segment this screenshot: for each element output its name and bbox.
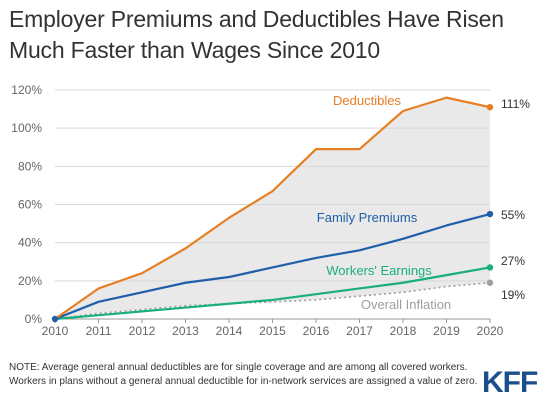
workers-earnings-label: Workers' Earnings	[326, 263, 432, 278]
footnote: NOTE: Average general annual deductibles…	[9, 362, 478, 387]
line-chart: 0% 20% 40% 60% 80% 100% 120% 2010 2011 2012 2013 20…	[11, 83, 530, 338]
x-tick-label: 2011	[86, 324, 112, 338]
deductibles-line	[54, 96, 491, 320]
workers-earnings-end-point	[486, 264, 494, 271]
y-tick-label: 20%	[18, 274, 42, 288]
workers-earnings-line	[54, 266, 491, 321]
y-tick-label: 60%	[18, 198, 42, 212]
x-tick-label: 2016	[303, 324, 330, 338]
y-tick-label: 40%	[18, 236, 42, 250]
family-premiums-label: Family Premiums	[317, 210, 418, 225]
y-tick-label: 120%	[11, 83, 42, 97]
y-tick-label: 0%	[25, 312, 43, 326]
deductibles-end-point	[486, 103, 494, 111]
deductibles-label: Deductibles	[333, 93, 401, 108]
overall-inflation-end-point	[486, 279, 494, 286]
x-tick-label: 2013	[172, 324, 199, 338]
y-tick-label: 100%	[11, 121, 42, 135]
start-point	[51, 315, 59, 323]
x-tick-label: 2019	[433, 324, 460, 338]
chart-title: Employer Premiums and Deductibles Have R…	[9, 6, 504, 63]
x-tick-label: 2010	[42, 324, 69, 338]
x-tick-label: 2020	[477, 324, 504, 338]
shaded-area	[55, 97, 490, 319]
workers-earnings-end-label: 27%	[501, 254, 525, 268]
y-tick-label: 80%	[18, 159, 42, 173]
family-premiums-line	[54, 212, 491, 321]
deductibles-end-label: 111%	[501, 97, 530, 111]
x-tick-label: 2017	[346, 324, 373, 338]
x-tick-label: 2014	[216, 324, 243, 338]
overall-inflation-label: Overall Inflation	[361, 297, 451, 312]
family-premiums-end-point	[486, 210, 494, 218]
x-tick-label: 2018	[390, 324, 417, 338]
overall-inflation-end-label: 19%	[501, 288, 525, 302]
x-tick-label: 2012	[129, 324, 156, 338]
family-premiums-end-label: 55%	[501, 208, 525, 222]
kff-logo: KFF	[482, 366, 538, 399]
x-tick-label: 2015	[259, 324, 286, 338]
